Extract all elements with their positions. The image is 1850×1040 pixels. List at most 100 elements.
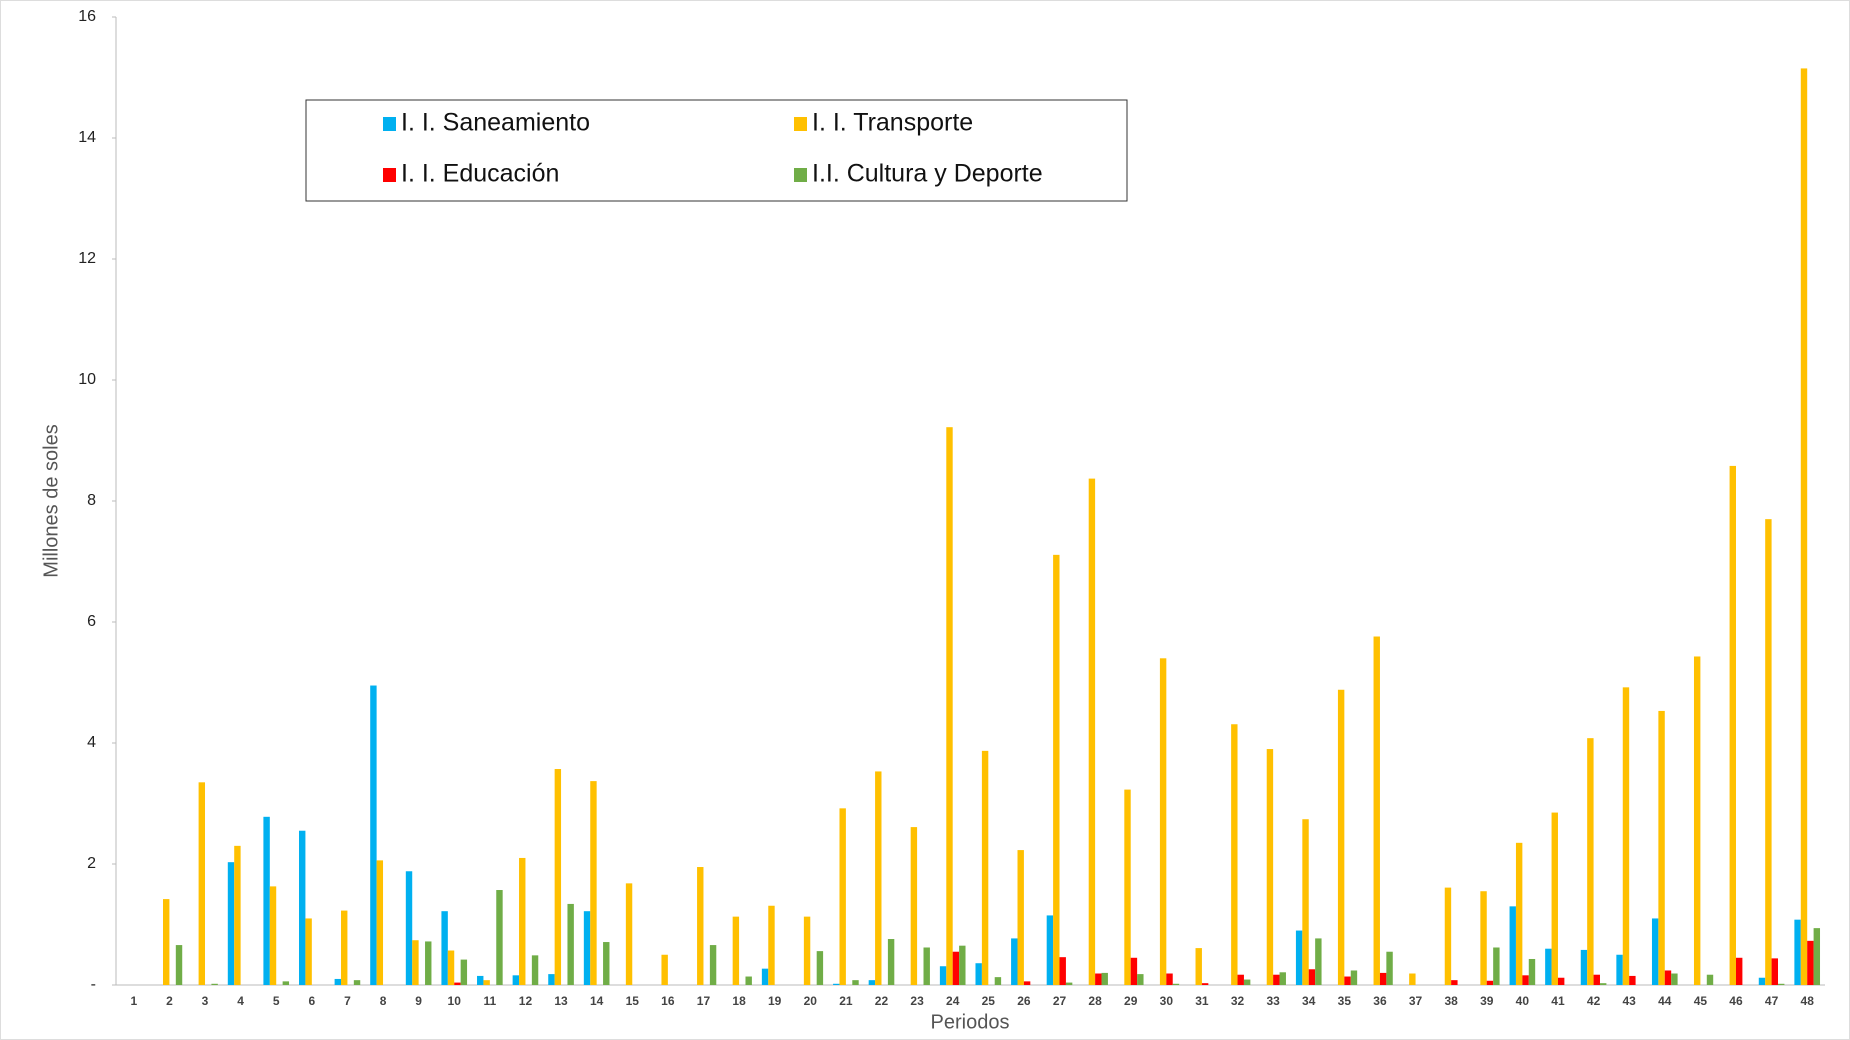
bar <box>1587 738 1594 985</box>
x-tick-label: 21 <box>839 994 853 1008</box>
bar <box>1201 983 1209 985</box>
y-axis-title: Millones de soles <box>40 424 62 577</box>
bar <box>1664 970 1672 985</box>
bar <box>1315 938 1322 985</box>
bar <box>1658 710 1665 985</box>
x-tick-label: 1 <box>130 994 137 1008</box>
bar <box>1778 983 1785 985</box>
y-tick-label: 12 <box>78 250 96 267</box>
bar <box>875 771 882 985</box>
bar <box>994 977 1002 985</box>
x-tick-label: 41 <box>1551 994 1565 1008</box>
bar <box>441 911 448 985</box>
bar <box>1231 724 1238 985</box>
bar <box>567 903 574 985</box>
bar <box>939 966 947 985</box>
bar <box>1053 554 1060 985</box>
bar <box>1515 842 1523 985</box>
legend-swatch <box>383 117 396 131</box>
bar <box>1444 887 1452 985</box>
bar <box>1065 982 1073 985</box>
x-tick-label: 27 <box>1053 994 1067 1008</box>
x-tick-label: 18 <box>732 994 746 1008</box>
bar <box>1023 981 1031 985</box>
x-tick-label: 33 <box>1266 994 1280 1008</box>
y-tick-label: 14 <box>78 129 96 146</box>
bar <box>1373 636 1380 985</box>
bar <box>959 945 966 985</box>
bar <box>1409 973 1416 985</box>
y-tick-label: 8 <box>87 492 96 509</box>
bar <box>1273 974 1280 985</box>
bar <box>1522 975 1529 985</box>
x-tick-label: 46 <box>1729 994 1743 1008</box>
bar <box>1172 983 1180 985</box>
x-tick-label: 17 <box>697 994 711 1008</box>
bar <box>1509 906 1516 985</box>
x-tick-label: 13 <box>554 994 568 1008</box>
bar <box>952 951 960 985</box>
x-tick-label: 6 <box>308 994 315 1008</box>
bar <box>263 816 270 985</box>
x-tick-label: 30 <box>1160 994 1174 1008</box>
bar <box>1017 850 1024 985</box>
bar <box>583 911 591 985</box>
bar <box>1593 974 1600 985</box>
bar <box>412 940 419 985</box>
x-tick-label: 4 <box>237 994 244 1008</box>
bar <box>305 918 312 985</box>
x-tick-label: 8 <box>380 994 387 1008</box>
bar <box>1486 980 1494 985</box>
bar <box>370 685 377 985</box>
bar <box>923 947 930 985</box>
x-tick-label: 29 <box>1124 994 1138 1008</box>
bar <box>1279 972 1286 985</box>
x-tick-label: 14 <box>590 994 604 1008</box>
bar <box>1706 974 1714 985</box>
bar <box>211 983 218 985</box>
bar <box>1493 947 1500 985</box>
bar <box>697 867 704 985</box>
legend-box <box>305 99 1128 202</box>
x-tick-label: 15 <box>626 994 640 1008</box>
legend-swatch <box>383 168 396 182</box>
bar <box>496 890 503 985</box>
x-tick-label: 43 <box>1622 994 1636 1008</box>
bar <box>1059 957 1066 985</box>
x-tick-label: 28 <box>1088 994 1102 1008</box>
bar <box>1765 519 1772 985</box>
x-tick-label: 25 <box>982 994 996 1008</box>
bar <box>1528 958 1536 985</box>
bar <box>341 910 348 985</box>
bar <box>1195 948 1202 985</box>
bar <box>1693 656 1701 985</box>
bar <box>334 978 342 985</box>
legend-label: I. I. Saneamiento <box>401 109 590 137</box>
bar <box>512 975 520 985</box>
bar <box>1386 951 1393 985</box>
x-tick-label: 20 <box>804 994 818 1008</box>
bar <box>198 782 206 985</box>
bar <box>1451 980 1458 985</box>
y-tick-label: 6 <box>87 613 96 630</box>
x-tick-label: 38 <box>1444 994 1458 1008</box>
bar <box>661 954 668 985</box>
x-tick-label: 47 <box>1765 994 1779 1008</box>
bar <box>868 980 876 985</box>
bar <box>1237 974 1244 985</box>
bar <box>1580 949 1588 985</box>
bar <box>1735 957 1743 985</box>
bar <box>477 975 484 985</box>
y-tick-label: - <box>91 976 96 993</box>
bar <box>1800 68 1808 986</box>
bar <box>1379 972 1387 985</box>
x-axis-title: Periodos <box>931 1011 1010 1033</box>
bar <box>833 983 840 985</box>
bar <box>1629 975 1636 985</box>
bar <box>732 916 740 985</box>
bar <box>1729 465 1736 985</box>
x-tick-label: 32 <box>1231 994 1245 1008</box>
bar <box>975 963 982 985</box>
x-tick-label: 7 <box>344 994 351 1008</box>
bar <box>709 945 717 985</box>
